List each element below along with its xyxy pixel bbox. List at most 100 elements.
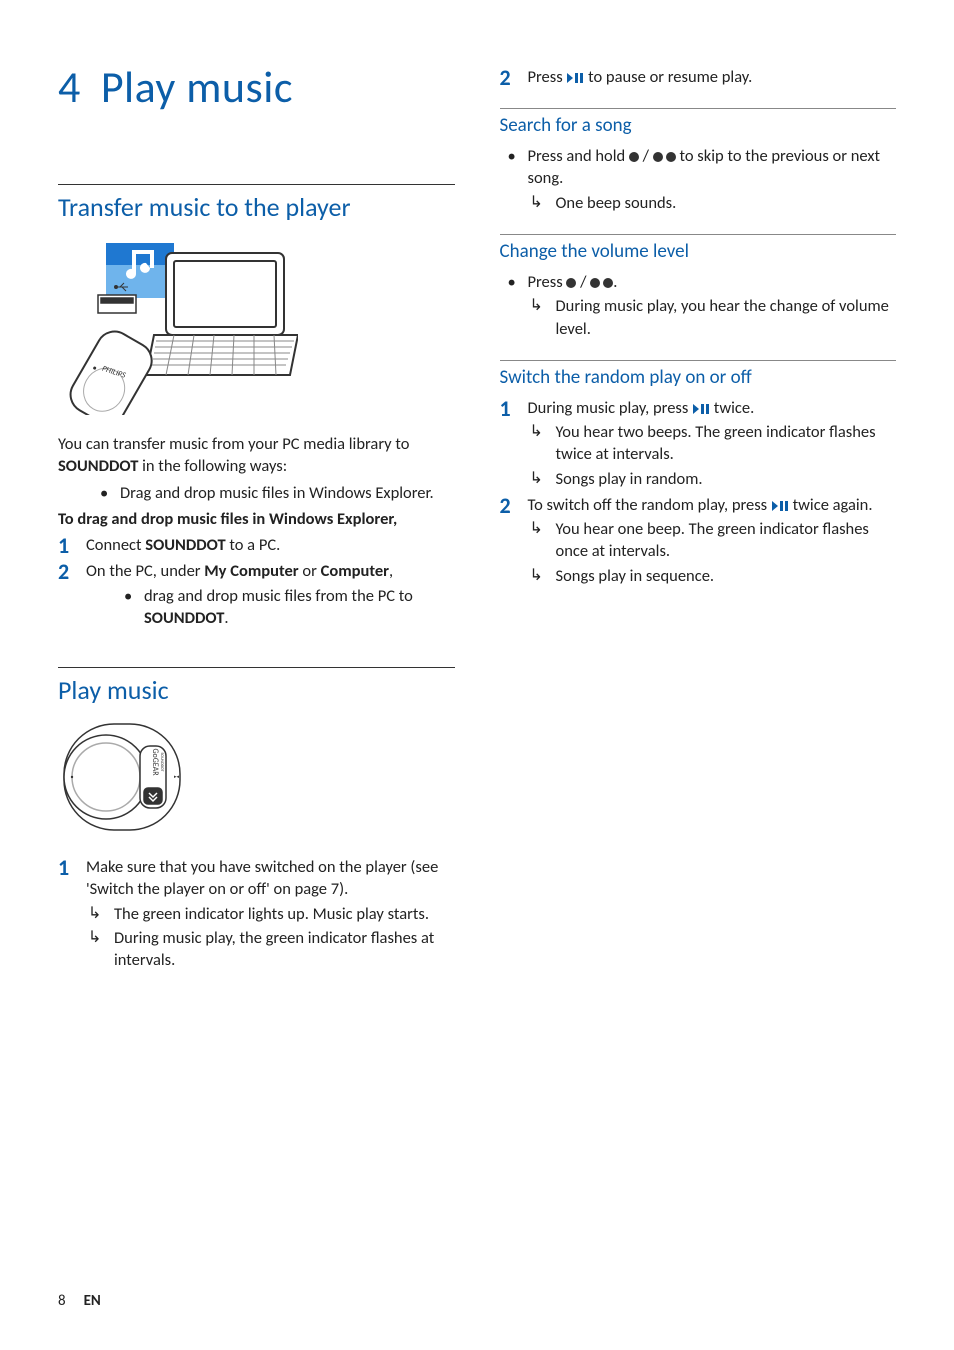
text: The green indicator lights up. Music pla… xyxy=(114,903,429,925)
step-number: 2 xyxy=(500,494,528,518)
text: During music play, press xyxy=(528,398,693,418)
play-pause-icon xyxy=(566,72,584,84)
bullet-search: Press and hold / to skip to the previous… xyxy=(500,145,897,216)
step-number: 1 xyxy=(500,397,528,421)
result-arrow-icon: ↳ xyxy=(528,518,556,540)
bullet-volume: Press / . ↳ During music play, you hear … xyxy=(500,271,897,342)
step-number: 1 xyxy=(58,534,86,558)
text: To drag and drop music files in Windows … xyxy=(58,509,397,529)
text: or xyxy=(299,561,321,581)
text: twice again. xyxy=(789,495,873,515)
product-name: SOUNDDOT xyxy=(145,535,225,555)
step-body: Connect SOUNDDOT to a PC. xyxy=(86,534,455,556)
manual-page: 4 Play music Transfer music to the player xyxy=(0,0,954,1350)
text: Press / . ↳ During music play, you hear … xyxy=(528,271,897,342)
text: To switch off the random play, press xyxy=(528,495,771,515)
h3-random: Switch the random play on or off xyxy=(500,360,897,389)
h3-search: Search for a song xyxy=(500,108,897,137)
result-arrow-icon: ↳ xyxy=(528,295,556,317)
right-column: 2 Press to pause or resume play. Search … xyxy=(500,60,897,1292)
text: Press and hold / to skip to the previous… xyxy=(528,145,897,216)
text: in the following ways: xyxy=(138,456,287,476)
svg-text:SOUNDDOT: SOUNDDOT xyxy=(159,753,164,772)
text: to pause or resume play. xyxy=(584,67,752,87)
dot-icon xyxy=(566,278,576,288)
sub-bullet: drag and drop music files from the PC to… xyxy=(86,585,455,630)
step-body: On the PC, under My Computer or Computer… xyxy=(86,560,455,631)
text: One beep sounds. xyxy=(556,192,677,214)
text: . xyxy=(224,608,228,628)
step-body: Press to pause or resume play. xyxy=(528,66,897,88)
result-arrow-icon: ↳ xyxy=(528,565,556,587)
step-number: 2 xyxy=(500,66,528,90)
bullet-transfer-method: Drag and drop music files in Windows Exp… xyxy=(58,482,455,504)
result: ↳ One beep sounds. xyxy=(528,192,897,214)
text: . xyxy=(613,272,617,292)
illustration-player: GoGEAR SOUNDDOT ▸◂ xyxy=(58,718,455,838)
h2-transfer: Transfer music to the player xyxy=(58,184,455,223)
product-name: SOUNDDOT xyxy=(144,608,224,628)
text: to a PC. xyxy=(226,535,281,555)
text: twice. xyxy=(710,398,754,418)
random-step-2: 2 To switch off the random play, press t… xyxy=(500,494,897,589)
result-arrow-icon: ↳ xyxy=(528,192,556,214)
text: You hear one beep. The green indicator f… xyxy=(556,518,897,563)
result: ↳ You hear one beep. The green indicator… xyxy=(528,518,897,563)
play-pause-icon xyxy=(771,500,789,512)
result: ↳ Songs play in sequence. xyxy=(528,565,897,587)
howto-title: To drag and drop music files in Windows … xyxy=(58,508,455,530)
text: Make sure that you have switched on the … xyxy=(86,857,438,899)
step-number: 1 xyxy=(58,856,86,880)
result: ↳ You hear two beeps. The green indicato… xyxy=(528,421,897,466)
text: Songs play in sequence. xyxy=(556,565,715,587)
language-code: EN xyxy=(84,1292,101,1310)
result-arrow-icon: ↳ xyxy=(528,468,556,490)
bullet-icon xyxy=(116,585,144,607)
h2-play: Play music xyxy=(58,667,455,706)
text: On the PC, under xyxy=(86,561,204,581)
random-step-1: 1 During music play, press twice. ↳ You … xyxy=(500,397,897,492)
bullet-icon xyxy=(500,145,528,167)
result-arrow-icon: ↳ xyxy=(528,421,556,443)
text: drag and drop music files from the PC to… xyxy=(144,585,455,630)
dotpair-icon xyxy=(590,278,613,288)
text: drag and drop music files from the PC to xyxy=(144,586,413,606)
step-body: To switch off the random play, press twi… xyxy=(528,494,897,589)
svg-text:▸◂: ▸◂ xyxy=(174,774,180,780)
transfer-intro: You can transfer music from your PC medi… xyxy=(58,433,455,478)
result-arrow-icon: ↳ xyxy=(86,903,114,925)
illustration-transfer: PHILIPS xyxy=(58,235,455,415)
two-column-layout: 4 Play music Transfer music to the player xyxy=(58,60,896,1292)
page-number: 8 xyxy=(58,1292,66,1310)
h3-volume: Change the volume level xyxy=(500,234,897,263)
result-arrow-icon: ↳ xyxy=(86,927,114,949)
result: ↳ The green indicator lights up. Music p… xyxy=(86,903,455,925)
play-step-2: 2 Press to pause or resume play. xyxy=(500,66,897,90)
chapter-number: 4 xyxy=(58,60,81,114)
ui-ref: Computer xyxy=(321,561,389,581)
text: , xyxy=(389,561,393,581)
text: / xyxy=(576,272,590,292)
dotpair-icon xyxy=(653,152,676,162)
text: Press xyxy=(528,272,567,292)
text: During music play, you hear the change o… xyxy=(556,295,897,340)
product-name: SOUNDDOT xyxy=(58,456,138,476)
text: You hear two beeps. The green indicator … xyxy=(556,421,897,466)
play-step-1: 1 Make sure that you have switched on th… xyxy=(58,856,455,973)
text: Connect xyxy=(86,535,145,555)
bullet-icon xyxy=(500,271,528,293)
play-pause-icon xyxy=(692,403,710,415)
left-column: 4 Play music Transfer music to the player xyxy=(58,60,455,1292)
step-1: 1 Connect SOUNDDOT to a PC. xyxy=(58,534,455,558)
result: ↳ Songs play in random. xyxy=(528,468,897,490)
step-number: 2 xyxy=(58,560,86,584)
text: You can transfer music from your PC medi… xyxy=(58,434,409,454)
step-body: During music play, press twice. ↳ You he… xyxy=(528,397,897,492)
text: Press and hold xyxy=(528,146,629,166)
page-footer: 8 EN xyxy=(58,1292,896,1310)
chapter-name: Play music xyxy=(101,60,293,114)
step-body: Make sure that you have switched on the … xyxy=(86,856,455,973)
result: ↳ During music play, the green indicator… xyxy=(86,927,455,972)
bullet-icon xyxy=(92,482,120,504)
result: ↳ During music play, you hear the change… xyxy=(528,295,897,340)
